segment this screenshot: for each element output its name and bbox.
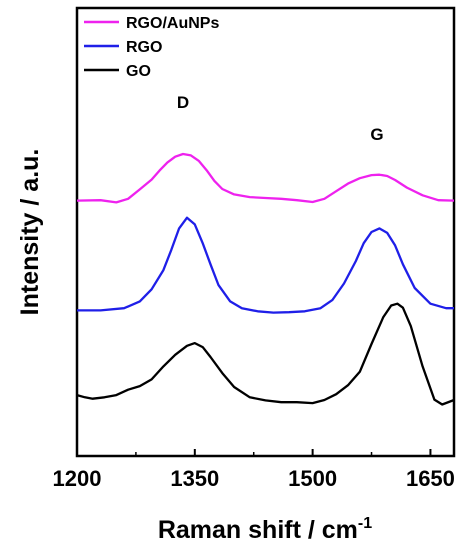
legend-label-1: RGO	[126, 39, 162, 56]
legend: RGO/AuNPs RGO GO	[84, 15, 219, 80]
plot-frame	[75, 6, 456, 458]
y-axis-title: Intensity / a.u.	[16, 149, 44, 316]
x-axis-title-superscript: -1	[358, 515, 372, 532]
legend-label-0: RGO/AuNPs	[126, 15, 219, 32]
peak-annotations: DG	[177, 93, 384, 144]
x-tick-label: 1650	[406, 466, 455, 491]
x-ticks: 1200 1350 1500 1650	[53, 449, 455, 491]
x-tick-label: 1350	[170, 466, 219, 491]
peak-label-d: D	[177, 93, 189, 112]
series-line-0	[76, 152, 455, 204]
legend-label-2: GO	[126, 63, 151, 80]
x-tick-label: 1200	[53, 466, 102, 491]
x-axis-title: Raman shift / cm-1	[158, 515, 372, 544]
series-line-1	[77, 216, 454, 314]
series-layer	[76, 152, 455, 406]
series-line-2	[76, 302, 455, 406]
peak-label-g: G	[370, 125, 383, 144]
x-tick-label: 1500	[288, 466, 337, 491]
